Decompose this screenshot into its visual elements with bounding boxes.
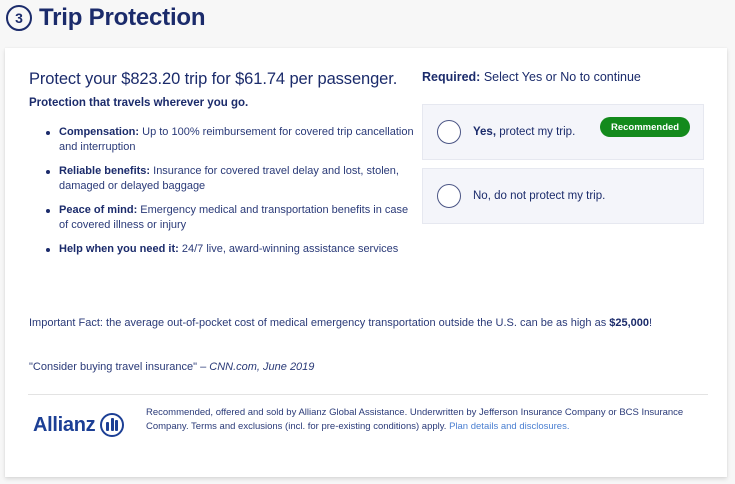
benefit-item-compensation: Compensation: Up to 100% reimbursement f… [29, 125, 419, 155]
benefit-item-help: Help when you need it: 24/7 live, award-… [29, 242, 419, 257]
benefits-list: Compensation: Up to 100% reimbursement f… [29, 125, 419, 257]
fact-amount: $25,000 [609, 317, 650, 329]
option-yes-text: protect my trip. [496, 126, 576, 138]
benefit-text: 24/7 live, award-winning assistance serv… [178, 243, 399, 255]
bullet-icon [46, 248, 50, 252]
option-yes-bold: Yes, [473, 126, 497, 138]
benefit-item-reliable: Reliable benefits: Insurance for covered… [29, 164, 419, 194]
benefit-label: Help when you need it: [59, 243, 179, 255]
offer-details: Protect your $823.20 trip for $61.74 per… [29, 70, 419, 266]
bullet-icon [46, 131, 50, 135]
plan-details-link[interactable]: Plan details and disclosures. [449, 421, 570, 432]
required-label: Required: [422, 70, 481, 84]
offer-headline: Protect your $823.20 trip for $61.74 per… [29, 70, 398, 88]
provider-disclaimer: Recommended, offered and sold by Allianz… [146, 406, 706, 434]
option-no-protect[interactable]: No, do not protect my trip. [422, 168, 704, 224]
benefit-item-peace: Peace of mind: Emergency medical and tra… [29, 203, 419, 233]
option-no-label: No, do not protect my trip. [473, 190, 606, 202]
benefit-label: Reliable benefits: [59, 165, 151, 177]
bullet-icon [46, 170, 50, 174]
allianz-logo: Allianz [33, 413, 125, 437]
required-text: Select Yes or No to continue [480, 70, 641, 84]
offer-subhead: Protection that travels wherever you go. [29, 97, 249, 109]
radio-yes[interactable] [437, 120, 461, 144]
benefit-label: Compensation: [59, 126, 140, 138]
required-notice: Required: Select Yes or No to continue [422, 70, 704, 84]
divider [28, 394, 708, 395]
step-number-badge: 3 [6, 5, 32, 31]
allianz-wordmark: Allianz [33, 413, 96, 436]
recommended-badge: Recommended [600, 117, 691, 137]
option-yes-protect[interactable]: Yes, protect my trip. Recommended [422, 104, 704, 160]
allianz-emblem-icon [100, 413, 125, 437]
fact-suffix: ! [649, 317, 653, 329]
benefit-label: Peace of mind: [59, 204, 138, 216]
section-title: Trip Protection [39, 4, 206, 31]
important-fact: Important Fact: the average out-of-pocke… [29, 316, 699, 331]
benefit-text: Up to 100% reimbursement for covered tri… [59, 126, 414, 153]
press-quote: "Consider buying travel insurance" – CNN… [29, 361, 314, 373]
disclaimer-text: Recommended, offered and sold by Allianz… [146, 407, 684, 432]
bullet-icon [46, 209, 50, 213]
fact-text: Important Fact: the average out-of-pocke… [29, 317, 610, 329]
quote-source: CNN.com, June 2019 [209, 361, 315, 373]
trip-protection-card: Protect your $823.20 trip for $61.74 per… [5, 48, 727, 477]
quote-text: "Consider buying travel insurance" – [29, 361, 210, 373]
section-header: 3 Trip Protection [6, 4, 206, 32]
radio-no[interactable] [437, 184, 461, 208]
benefit-text: Insurance for covered travel delay and l… [59, 165, 399, 192]
option-yes-label: Yes, protect my trip. [473, 126, 575, 138]
selection-panel: Required: Select Yes or No to continue Y… [422, 70, 704, 224]
benefit-text: Emergency medical and transportation ben… [59, 204, 409, 231]
